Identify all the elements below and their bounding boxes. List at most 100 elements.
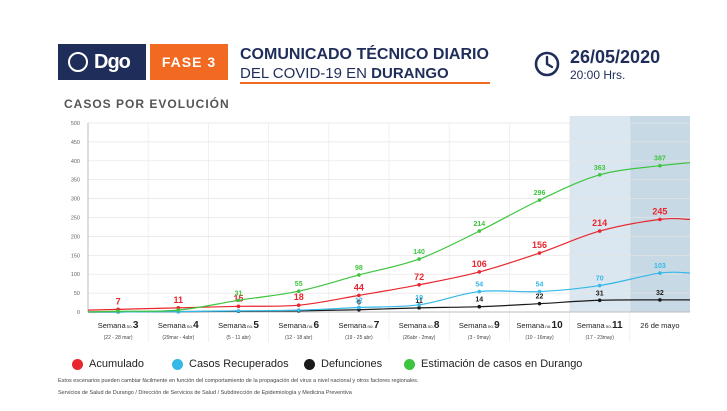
y-tick-label: 350	[71, 178, 80, 184]
data-label: 387	[654, 156, 666, 163]
legend-dot	[404, 358, 415, 370]
y-tick-label: 250	[71, 216, 80, 222]
x-tick-number: 11	[612, 320, 623, 331]
report-time: 20:00 Hrs.	[570, 68, 626, 82]
data-label: 11	[415, 298, 423, 305]
legend-item-estimacion: Estimación de casos en Durango	[404, 358, 582, 370]
data-label: 72	[414, 272, 424, 282]
x-tick-number: 8	[434, 320, 440, 331]
y-tick-label: 50	[74, 291, 80, 297]
data-point	[116, 309, 120, 314]
x-tick-label: Semanano.9	[459, 320, 500, 331]
legend-label: Acumulado	[89, 358, 145, 370]
data-label: 32	[656, 290, 664, 297]
data-label: 140	[413, 249, 425, 256]
data-point	[176, 308, 181, 312]
data-point	[537, 198, 542, 202]
data-label: 156	[532, 240, 547, 250]
data-label: 55	[295, 281, 303, 288]
x-tick-number: 6	[314, 320, 320, 331]
x-tick-label: Semanano.11	[577, 320, 623, 331]
data-point	[597, 298, 602, 303]
series-line-1	[87, 271, 691, 313]
x-tick-number: 5	[253, 320, 259, 331]
data-point	[597, 172, 602, 177]
data-point	[357, 305, 361, 310]
data-label: 296	[534, 190, 546, 197]
data-label: 31	[235, 290, 243, 297]
title-underline	[240, 82, 490, 84]
x-tick-label: Semanano.10	[516, 320, 563, 331]
data-point	[296, 308, 301, 312]
data-point	[658, 217, 662, 222]
x-tick-label: Semanano.6	[278, 320, 319, 331]
x-tick-number: 4	[193, 320, 199, 331]
data-point	[477, 229, 482, 233]
highlight-column	[629, 116, 690, 312]
x-tick-label: Semanano.3	[98, 320, 139, 331]
legend-item-defunciones: Defunciones	[304, 358, 382, 370]
data-label: 12	[355, 297, 363, 304]
x-tick-label: Semanano.4	[158, 320, 199, 331]
legend-item-recuperados: Casos Recuperados	[172, 358, 289, 370]
x-tick-label: Semanano.7	[339, 320, 380, 331]
y-tick-label: 300	[71, 197, 80, 203]
x-tick-suffix: no.	[545, 324, 551, 329]
data-point	[296, 289, 301, 294]
series-line-0	[87, 217, 691, 311]
data-label: 106	[472, 259, 487, 269]
section-title: CASOS POR EVOLUCIÓN	[64, 97, 230, 111]
data-label: 103	[654, 263, 666, 270]
data-point	[658, 271, 662, 275]
data-point	[597, 283, 602, 288]
x-tick-number: 7	[374, 320, 380, 331]
data-label: 18	[294, 292, 304, 302]
data-point	[236, 304, 241, 309]
data-label: 22	[536, 294, 544, 301]
x-tick-range: (26abr - 2may)	[403, 335, 436, 341]
x-tick-label: Semanano.8	[399, 320, 440, 331]
data-point	[296, 303, 301, 307]
x-tick-range: (12 - 18 abr)	[285, 335, 313, 341]
x-tick-range: (10 - 16may)	[525, 335, 554, 341]
footer-source: Servicios de Salud de Durango / Direcció…	[58, 390, 352, 396]
x-tick-number: 10	[552, 320, 564, 331]
data-point	[477, 270, 482, 274]
data-point	[537, 301, 542, 306]
highlight-column	[569, 116, 630, 312]
y-tick-label: 100	[71, 272, 80, 278]
x-tick-range: (29mar - 4abr)	[162, 335, 194, 341]
report-title: COMUNICADO TÉCNICO DIARIO	[240, 46, 489, 63]
x-tick-number: 9	[494, 320, 500, 331]
subtitle-prefix: DEL COVID-19 EN	[240, 65, 372, 82]
data-label: 54	[536, 282, 544, 289]
footer-note: Estos escenarios pueden cambiar fácilmen…	[58, 378, 419, 384]
x-tick-suffix: no.	[307, 324, 313, 329]
data-label: 6	[357, 300, 361, 307]
y-tick-label: 450	[71, 140, 80, 146]
data-label: 19	[415, 295, 423, 302]
seal-icon	[68, 52, 88, 72]
data-point	[477, 289, 482, 294]
data-label: 245	[652, 206, 667, 216]
data-point	[658, 298, 662, 302]
data-label: 14	[475, 297, 483, 304]
y-tick-label: 150	[71, 253, 80, 259]
subtitle-state: DURANGO	[371, 65, 449, 82]
x-tick-suffix: no.	[606, 324, 612, 329]
y-tick-label: 0	[77, 310, 80, 316]
data-point	[597, 229, 602, 233]
x-tick-suffix: no.	[367, 324, 373, 329]
x-tick-label: 26 de mayo	[640, 321, 679, 330]
data-point	[357, 273, 361, 277]
data-point	[236, 298, 241, 303]
clock-icon	[534, 51, 560, 77]
y-tick-label: 400	[71, 159, 80, 165]
x-tick-number: 3	[133, 320, 139, 331]
x-tick-suffix: no.	[127, 324, 133, 329]
x-tick-suffix: no.	[187, 324, 193, 329]
phase-badge: FASE 3	[150, 44, 228, 80]
legend-dot	[304, 358, 315, 370]
data-label: 7	[116, 296, 121, 306]
